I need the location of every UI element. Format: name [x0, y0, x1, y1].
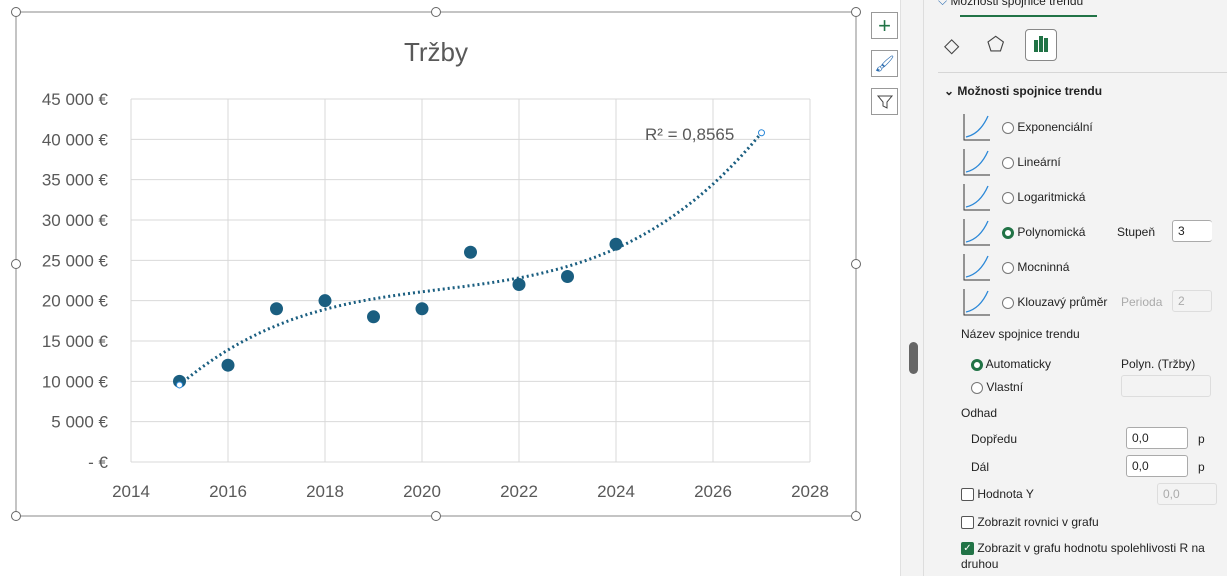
- trendline-options-icon[interactable]: [1025, 29, 1057, 61]
- trendline-type-radio[interactable]: Polynomická: [1002, 225, 1085, 239]
- name-heading: Název spojnice trendu: [961, 327, 1080, 341]
- degree-label: Stupeň: [1117, 225, 1156, 239]
- chart[interactable]: Tržby - € 5 000 € 10 000 € 15 000 € 20 000 €…: [0, 0, 900, 576]
- tab-underline: [960, 15, 1097, 17]
- name-automatic-radio[interactable]: Automaticky: [971, 357, 1051, 371]
- r2-label[interactable]: R² = 0,8565: [645, 125, 734, 144]
- trendline-type-radio[interactable]: Klouzavý průměr: [1002, 295, 1107, 309]
- y-tick-label: 5 000 €: [51, 413, 108, 432]
- data-point: [221, 358, 235, 372]
- period-input[interactable]: 2: [1172, 290, 1212, 312]
- y-tick-label: 10 000 €: [42, 372, 109, 391]
- resize-handle[interactable]: [431, 7, 441, 17]
- tab-trendline-options[interactable]: ⌵ Možnosti spojnice trendu: [938, 0, 1084, 8]
- trendline-type-icon: [962, 287, 992, 317]
- resize-handle[interactable]: [11, 7, 21, 17]
- x-tick-label: 2014: [112, 482, 150, 501]
- show-r2-checkbox[interactable]: ✓ Zobrazit v grafu hodnotu spolehlivosti…: [961, 541, 1205, 571]
- y-tick-label: 45 000 €: [42, 90, 109, 109]
- y-tick-label: 30 000 €: [42, 211, 109, 230]
- chart-elements-button[interactable]: +: [871, 12, 898, 39]
- y-tick-label: - €: [88, 453, 108, 472]
- y-tick-label: 40 000 €: [42, 130, 109, 149]
- degree-input[interactable]: 3: [1172, 220, 1212, 242]
- data-point: [415, 302, 429, 316]
- trendline-type-radio[interactable]: Logaritmická: [1002, 190, 1085, 204]
- y-tick-label: 20 000 €: [42, 292, 109, 311]
- data-point: [367, 310, 380, 324]
- x-tick-label: 2018: [306, 482, 344, 501]
- brush-icon: 🖌: [874, 55, 895, 73]
- effects-icon[interactable]: ⬠: [987, 34, 1005, 56]
- chart-title[interactable]: Tržby: [404, 37, 468, 67]
- plus-icon: +: [878, 12, 891, 38]
- trendline-type-icon: [962, 252, 992, 282]
- x-tick-label: 2024: [597, 482, 635, 501]
- data-point: [512, 278, 526, 292]
- trendline-type-radio[interactable]: Mocninná: [1002, 260, 1069, 274]
- trendline-type-icon: [962, 217, 992, 247]
- resize-handle[interactable]: [11, 259, 21, 269]
- chart-filters-button[interactable]: [871, 88, 898, 115]
- y-tick-label: 25 000 €: [42, 251, 109, 270]
- resize-handle[interactable]: [851, 511, 861, 521]
- filter-icon: [876, 95, 893, 109]
- x-tick-label: 2028: [791, 482, 829, 501]
- intercept-checkbox[interactable]: Hodnota Y: [961, 487, 1034, 502]
- resize-handle[interactable]: [851, 259, 861, 269]
- scrollbar[interactable]: [909, 342, 918, 374]
- period-label: Perioda: [1121, 295, 1163, 309]
- backward-input[interactable]: 0,0: [1126, 455, 1188, 477]
- name-custom-radio[interactable]: Vlastní: [971, 380, 1023, 394]
- trendline-type-icon: [962, 147, 992, 177]
- chart-styles-button[interactable]: 🖌: [871, 50, 898, 77]
- forward-label: Dopředu: [971, 432, 1018, 446]
- data-point: [464, 245, 477, 259]
- x-tick-label: 2016: [209, 482, 247, 501]
- forecast-heading: Odhad: [961, 406, 998, 420]
- x-tick-label: 2026: [694, 482, 732, 501]
- resize-handle[interactable]: [11, 511, 21, 521]
- trendline-type-icon: [962, 182, 992, 212]
- backward-unit: p: [1198, 460, 1205, 474]
- show-equation-checkbox[interactable]: Zobrazit rovnici v grafu: [961, 515, 1099, 530]
- trendline-handle: [176, 381, 183, 389]
- format-trendline-pane: ⌵ Možnosti spojnice trendu ◇ ⬠ ⌄ Možnost…: [900, 0, 1227, 576]
- section-header[interactable]: ⌄ Možnosti spojnice trendu: [944, 84, 1103, 98]
- y-tick-label: 15 000 €: [42, 332, 109, 351]
- resize-handle[interactable]: [431, 511, 441, 521]
- fill-line-icon[interactable]: ◇: [944, 35, 960, 57]
- data-point: [561, 269, 574, 283]
- trendline-handle: [758, 129, 765, 137]
- forward-input[interactable]: 0,0: [1126, 427, 1188, 449]
- trendline-type-radio[interactable]: Exponenciální: [1002, 120, 1093, 134]
- divider: [938, 72, 1227, 73]
- auto-name-value: Polyn. (Tržby): [1121, 357, 1196, 371]
- forward-unit: p: [1198, 432, 1205, 446]
- data-point: [609, 237, 623, 251]
- data-point: [270, 302, 283, 316]
- data-point: [318, 294, 332, 308]
- backward-label: Dál: [971, 460, 990, 474]
- trendline-type-radio[interactable]: Lineární: [1002, 155, 1061, 169]
- custom-name-input[interactable]: [1121, 375, 1211, 397]
- y-tick-label: 35 000 €: [42, 171, 109, 190]
- x-tick-label: 2020: [403, 482, 441, 501]
- x-tick-label: 2022: [500, 482, 538, 501]
- trendline-type-icon: [962, 112, 992, 142]
- resize-handle[interactable]: [851, 7, 861, 17]
- chart-area[interactable]: [15, 11, 857, 517]
- intercept-input[interactable]: 0,0: [1157, 483, 1217, 505]
